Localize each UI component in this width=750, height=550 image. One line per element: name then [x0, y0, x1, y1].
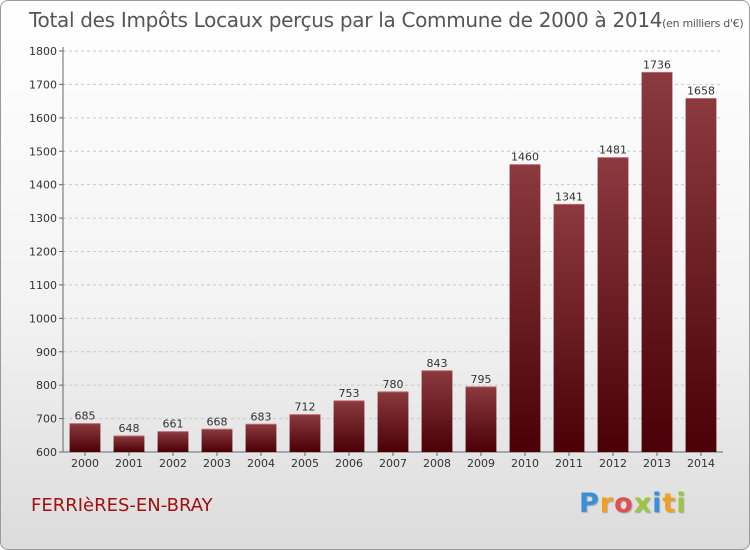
bar — [289, 414, 321, 452]
data-label: 683 — [251, 410, 272, 423]
data-label: 1658 — [687, 84, 715, 97]
chart-title: Total des Impôts Locaux perçus par la Co… — [29, 8, 744, 32]
bar — [421, 370, 453, 452]
logo-letter: i — [676, 488, 687, 519]
bar — [245, 424, 277, 452]
data-label: 753 — [339, 387, 360, 400]
y-tick-label: 700 — [36, 413, 57, 426]
y-tick-label: 1100 — [29, 279, 57, 292]
title-unit: (en milliers d'€) — [662, 17, 744, 30]
bar — [465, 386, 497, 452]
logo-letter: r — [599, 488, 615, 519]
data-label: 685 — [75, 410, 96, 423]
bar — [509, 164, 541, 452]
x-tick-label: 2010 — [511, 457, 539, 470]
data-label: 661 — [163, 418, 184, 431]
y-tick-label: 1600 — [29, 112, 57, 125]
logo-letter: o — [614, 488, 634, 519]
data-label: 843 — [427, 357, 448, 370]
x-tick-label: 2007 — [379, 457, 407, 470]
data-label: 1460 — [511, 151, 539, 164]
y-tick-label: 800 — [36, 379, 57, 392]
y-tick-label: 900 — [36, 346, 57, 359]
bar — [157, 431, 189, 452]
data-label: 712 — [295, 401, 316, 414]
data-label: 1341 — [555, 190, 583, 203]
commune-name: FERRIèRES-EN-BRAY — [31, 495, 213, 516]
x-tick-label: 2003 — [203, 457, 231, 470]
x-tick-label: 2011 — [555, 457, 583, 470]
logo-letter: i — [652, 488, 663, 519]
bar — [685, 98, 717, 453]
bar — [597, 157, 629, 452]
logo-letter: t — [662, 488, 677, 519]
x-tick-label: 2005 — [291, 457, 319, 470]
x-tick-label: 2000 — [71, 457, 99, 470]
logo-letter: x — [633, 488, 653, 519]
axes: 600 700 800 900 1000 1100 1200 1300 1400 1500 1600… — [29, 45, 723, 470]
y-tick-label: 1300 — [29, 212, 57, 225]
y-tick-label: 1400 — [29, 179, 57, 192]
y-tick-label: 1700 — [29, 78, 57, 91]
bar — [641, 72, 673, 453]
data-labels: 685 648 661 668 683 712 753 780 843 795 1460 1341 14… — [75, 58, 716, 435]
bar — [113, 435, 145, 452]
x-tick-label: 2001 — [115, 457, 143, 470]
x-tick-label: 2009 — [467, 457, 495, 470]
bar — [69, 423, 101, 452]
x-tick-label: 2008 — [423, 457, 451, 470]
logo-letter: P — [579, 488, 600, 519]
y-tick-label: 1200 — [29, 246, 57, 259]
data-label: 780 — [383, 378, 404, 391]
y-tick-label: 1000 — [29, 312, 57, 325]
data-label: 795 — [471, 373, 492, 386]
data-label: 1736 — [643, 58, 671, 71]
x-tick-label: 2014 — [687, 457, 715, 470]
title-text: Total des Impôts Locaux perçus par la Co… — [29, 8, 663, 32]
bar — [377, 391, 409, 452]
data-label: 648 — [119, 422, 140, 435]
bar — [201, 429, 233, 452]
x-tick-label: 2006 — [335, 457, 363, 470]
y-tick-label: 1800 — [29, 45, 57, 58]
proxiti-logo: Proxiti — [579, 488, 687, 519]
bar — [553, 204, 585, 452]
bars — [69, 71, 717, 453]
x-tick-label: 2012 — [599, 457, 627, 470]
data-label: 1481 — [599, 144, 627, 157]
data-label: 668 — [207, 415, 228, 428]
x-tick-label: 2013 — [643, 457, 671, 470]
y-tick-label: 1500 — [29, 145, 57, 158]
bar — [333, 400, 365, 452]
x-tick-label: 2002 — [159, 457, 187, 470]
y-tick-label: 600 — [36, 446, 57, 459]
x-tick-label: 2004 — [247, 457, 275, 470]
